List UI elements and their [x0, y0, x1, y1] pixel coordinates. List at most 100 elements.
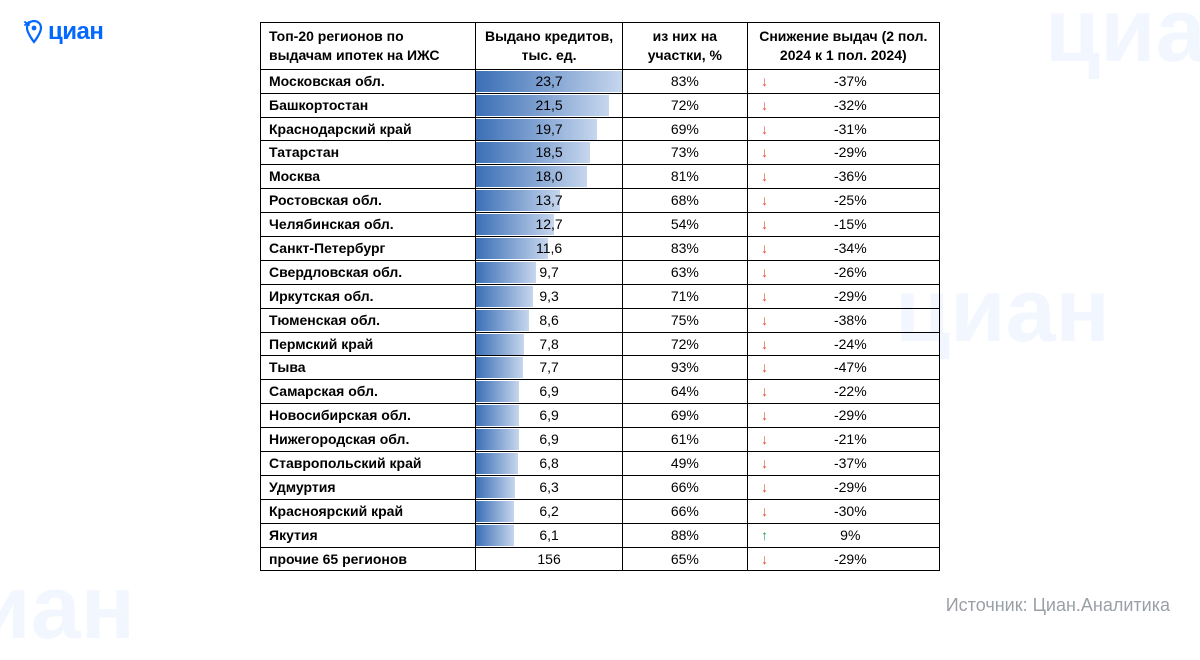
- credits-bar-cell: 6,2: [476, 499, 623, 523]
- region-cell: Якутия: [261, 523, 476, 547]
- arrow-down-icon: ↓: [754, 335, 776, 354]
- table-row: Ставропольский край6,849%↓-37%: [261, 452, 940, 476]
- header-credits: Выдано кредитов, тыс. ед.: [476, 23, 623, 70]
- credits-bar-cell: 9,7: [476, 260, 623, 284]
- credits-bar-cell: 7,7: [476, 356, 623, 380]
- region-cell: Челябинская обл.: [261, 213, 476, 237]
- pct-cell: 73%: [623, 141, 747, 165]
- credits-value: 12,7: [476, 214, 622, 235]
- credits-value: 11,6: [476, 238, 622, 259]
- change-value: -29%: [776, 550, 933, 569]
- arrow-down-icon: ↓: [754, 454, 776, 473]
- arrow-down-icon: ↓: [754, 358, 776, 377]
- change-value: -36%: [776, 167, 933, 186]
- arrow-up-icon: ↑: [754, 526, 776, 545]
- change-cell: ↓-47%: [747, 356, 939, 380]
- credits-bar-cell: 18,5: [476, 141, 623, 165]
- table-row: Москва18,081%↓-36%: [261, 165, 940, 189]
- change-value: -15%: [776, 215, 933, 234]
- credits-bar-cell: 6,1: [476, 523, 623, 547]
- region-cell: Санкт-Петербург: [261, 237, 476, 261]
- arrow-down-icon: ↓: [754, 215, 776, 234]
- arrow-down-icon: ↓: [754, 143, 776, 162]
- change-value: -31%: [776, 120, 933, 139]
- region-cell: Башкортостан: [261, 93, 476, 117]
- pct-cell: 66%: [623, 499, 747, 523]
- change-cell: ↓-22%: [747, 380, 939, 404]
- region-cell: Краснодарский край: [261, 117, 476, 141]
- region-cell: Татарстан: [261, 141, 476, 165]
- pct-cell: 69%: [623, 404, 747, 428]
- change-cell: ↓-29%: [747, 141, 939, 165]
- credits-value: 9,3: [476, 286, 622, 307]
- table-row: Тюменская обл.8,675%↓-38%: [261, 308, 940, 332]
- region-cell: Ростовская обл.: [261, 189, 476, 213]
- credits-bar-cell: 8,6: [476, 308, 623, 332]
- change-value: -29%: [776, 143, 933, 162]
- watermark: циан: [0, 557, 135, 660]
- change-value: -32%: [776, 96, 933, 115]
- change-cell: ↓-15%: [747, 213, 939, 237]
- region-cell: Нижегородская обл.: [261, 428, 476, 452]
- region-cell: Красноярский край: [261, 499, 476, 523]
- arrow-down-icon: ↓: [754, 287, 776, 306]
- change-value: -29%: [776, 406, 933, 425]
- table-row: Башкортостан21,572%↓-32%: [261, 93, 940, 117]
- credits-bar-cell: 21,5: [476, 93, 623, 117]
- credits-bar-cell: 23,7: [476, 69, 623, 93]
- change-value: -29%: [776, 287, 933, 306]
- table-row: Ростовская обл.13,768%↓-25%: [261, 189, 940, 213]
- change-cell: ↓-24%: [747, 332, 939, 356]
- change-value: -24%: [776, 335, 933, 354]
- credits-bar-cell: 9,3: [476, 284, 623, 308]
- change-value: -30%: [776, 502, 933, 521]
- arrow-down-icon: ↓: [754, 72, 776, 91]
- pct-cell: 66%: [623, 475, 747, 499]
- credits-bar-cell: 6,9: [476, 428, 623, 452]
- region-cell: Свердловская обл.: [261, 260, 476, 284]
- arrow-down-icon: ↓: [754, 263, 776, 282]
- change-value: -22%: [776, 382, 933, 401]
- credits-bar-cell: 18,0: [476, 165, 623, 189]
- pct-cell: 63%: [623, 260, 747, 284]
- change-cell: ↓-21%: [747, 428, 939, 452]
- arrow-down-icon: ↓: [754, 406, 776, 425]
- credits-value: 6,8: [476, 453, 622, 474]
- change-cell: ↓-36%: [747, 165, 939, 189]
- credits-value: 23,7: [476, 71, 622, 92]
- arrow-down-icon: ↓: [754, 311, 776, 330]
- region-cell: Тыва: [261, 356, 476, 380]
- credits-value: 7,7: [476, 357, 622, 378]
- change-value: -38%: [776, 311, 933, 330]
- change-cell: ↓-29%: [747, 284, 939, 308]
- arrow-down-icon: ↓: [754, 239, 776, 258]
- change-cell: ↓-37%: [747, 69, 939, 93]
- source-attribution: Источник: Циан.Аналитика: [946, 595, 1170, 616]
- credits-value: 7,8: [476, 334, 622, 355]
- pct-cell: 93%: [623, 356, 747, 380]
- credits-bar-cell: 19,7: [476, 117, 623, 141]
- logo: циан: [24, 18, 103, 46]
- credits-value: 6,9: [476, 405, 622, 426]
- change-value: -47%: [776, 358, 933, 377]
- regions-table: Топ-20 регионов по выдачам ипотек на ИЖС…: [260, 22, 940, 571]
- change-value: -34%: [776, 239, 933, 258]
- pct-cell: 71%: [623, 284, 747, 308]
- credits-bar-cell: 6,9: [476, 380, 623, 404]
- change-cell: ↓-37%: [747, 452, 939, 476]
- pct-cell: 61%: [623, 428, 747, 452]
- logo-text: циан: [48, 18, 103, 46]
- pct-cell: 49%: [623, 452, 747, 476]
- logo-pin-icon: [24, 20, 44, 44]
- credits-value: 6,1: [476, 525, 622, 546]
- credits-value: 6,2: [476, 501, 622, 522]
- table-row: прочие 65 регионов15665%↓-29%: [261, 547, 940, 571]
- table-row: Московская обл.23,783%↓-37%: [261, 69, 940, 93]
- credits-value: 18,0: [476, 166, 622, 187]
- change-cell: ↓-32%: [747, 93, 939, 117]
- arrow-down-icon: ↓: [754, 502, 776, 521]
- arrow-down-icon: ↓: [754, 191, 776, 210]
- pct-cell: 64%: [623, 380, 747, 404]
- pct-cell: 81%: [623, 165, 747, 189]
- region-cell: Новосибирская обл.: [261, 404, 476, 428]
